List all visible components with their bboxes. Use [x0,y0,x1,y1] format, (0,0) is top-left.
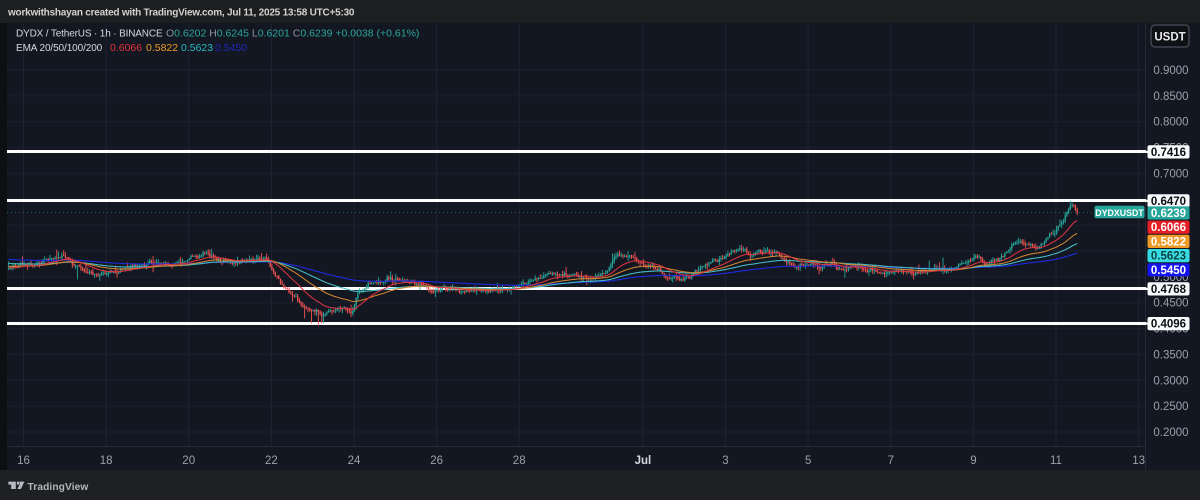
svg-text:workwithshayan created with Tr: workwithshayan created with TradingView.… [7,8,355,19]
svg-text:0.2000: 0.2000 [1153,427,1188,439]
svg-text:USDT: USDT [1154,32,1185,44]
svg-text:0.6066: 0.6066 [110,42,142,54]
svg-text:0.5623: 0.5623 [1151,251,1186,263]
svg-text:0.7416: 0.7416 [1151,147,1186,159]
svg-text:0.5822: 0.5822 [146,42,178,54]
svg-text:DYDXUSDT: DYDXUSDT [1095,208,1144,218]
svg-text:0.4096: 0.4096 [1151,319,1186,331]
svg-text:0.3500: 0.3500 [1153,349,1188,361]
svg-text:28: 28 [513,455,526,467]
svg-text:0.3000: 0.3000 [1153,375,1188,387]
svg-text:TradingView: TradingView [28,482,89,493]
svg-text:9: 9 [970,455,976,467]
svg-text:0.6239: 0.6239 [1151,208,1186,220]
svg-text:O0.6202 H0.6245 L0.6201 C0.: O0.6202 H0.6245 L0.6201 C0.6239 +0.0038 … [166,28,419,40]
svg-text:11: 11 [1050,455,1062,467]
svg-text:0.8500: 0.8500 [1153,91,1188,103]
svg-text:0.4768: 0.4768 [1151,284,1187,296]
svg-text:DYDX / TetherUS · 1h · BINANCE: DYDX / TetherUS · 1h · BINANCE [16,29,163,40]
svg-text:3: 3 [722,455,728,467]
svg-text:0.5450: 0.5450 [215,42,247,54]
svg-text:18: 18 [100,455,113,467]
svg-text:16: 16 [17,455,30,467]
svg-text:20: 20 [182,455,195,467]
svg-text:0.6066: 0.6066 [1151,222,1186,234]
svg-text:EMA 20/50/100/200: EMA 20/50/100/200 [16,43,103,54]
svg-text:13: 13 [1132,455,1145,467]
svg-text:26: 26 [430,455,443,467]
svg-text:0.2500: 0.2500 [1153,401,1188,413]
svg-text:0.9000: 0.9000 [1153,65,1188,77]
svg-text:0.6470: 0.6470 [1151,196,1186,208]
svg-text:0.5623: 0.5623 [181,42,213,54]
svg-text:0.8000: 0.8000 [1153,117,1188,129]
svg-text:7: 7 [888,455,894,467]
svg-text:0.5450: 0.5450 [1151,265,1186,277]
svg-text:0.5822: 0.5822 [1151,236,1186,248]
svg-text:24: 24 [348,455,361,467]
svg-text:Jul: Jul [635,455,652,467]
svg-text:5: 5 [805,455,811,467]
svg-text:0.4500: 0.4500 [1153,298,1188,310]
svg-text:22: 22 [265,455,278,467]
svg-text:0.7000: 0.7000 [1153,168,1188,180]
